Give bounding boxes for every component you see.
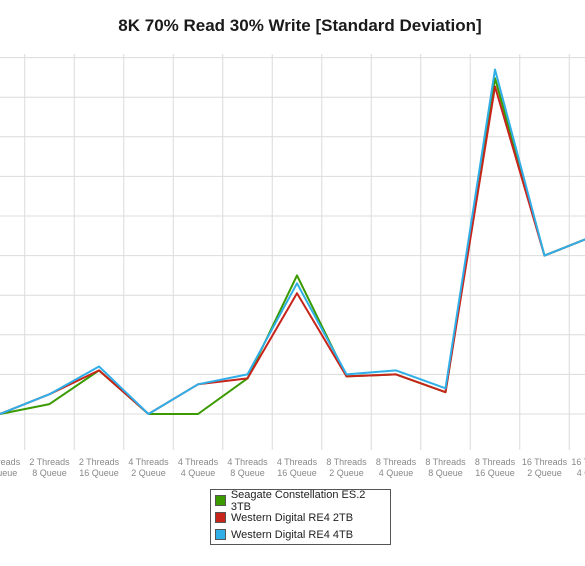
- legend-swatch: [215, 529, 226, 540]
- legend-item[interactable]: Western Digital RE4 2TB: [215, 509, 386, 526]
- series-line: [0, 77, 585, 415]
- x-tick-label: 2 Threads 8 Queue: [29, 457, 70, 478]
- legend-label: Western Digital RE4 4TB: [231, 528, 354, 541]
- legend-label: Western Digital RE4 2TB: [231, 511, 354, 524]
- x-tick-label: 4 Threads 8 Queue: [227, 457, 268, 478]
- x-tick-label: 8 Threads 2 Queue: [326, 457, 367, 478]
- grid: [0, 54, 585, 450]
- chart-title: 8K 70% Read 30% Write [Standard Deviatio…: [118, 16, 482, 35]
- legend-item[interactable]: Western Digital RE4 4TB: [215, 526, 386, 543]
- series-lines: [0, 68, 585, 415]
- legend-swatch: [215, 495, 226, 506]
- legend-label: Seagate Constellation ES.2 3TB: [230, 488, 366, 513]
- legend: Seagate Constellation ES.2 3TB Western D…: [210, 489, 391, 545]
- x-tick-label: 4 Threads 4 Queue: [178, 457, 219, 478]
- x-tick-label: 4 Threads 16 Queue: [277, 457, 318, 478]
- x-tick-label: 2 Threads 16 Queue: [79, 457, 120, 478]
- x-tick-label: 8 Threads 8 Queue: [425, 457, 466, 478]
- x-tick-label: 8 Threads 4 Queue: [376, 457, 417, 478]
- x-tick-label: 16 Threads 2 Queue: [522, 457, 568, 478]
- series-line: [0, 85, 585, 415]
- x-tick-label: 4 Threads 2 Queue: [128, 457, 169, 478]
- x-tick-label: 8 Threads 16 Queue: [475, 457, 516, 478]
- series-line: [0, 68, 585, 415]
- legend-swatch: [215, 512, 226, 523]
- legend-item[interactable]: Seagate Constellation ES.2 3TB: [215, 489, 386, 513]
